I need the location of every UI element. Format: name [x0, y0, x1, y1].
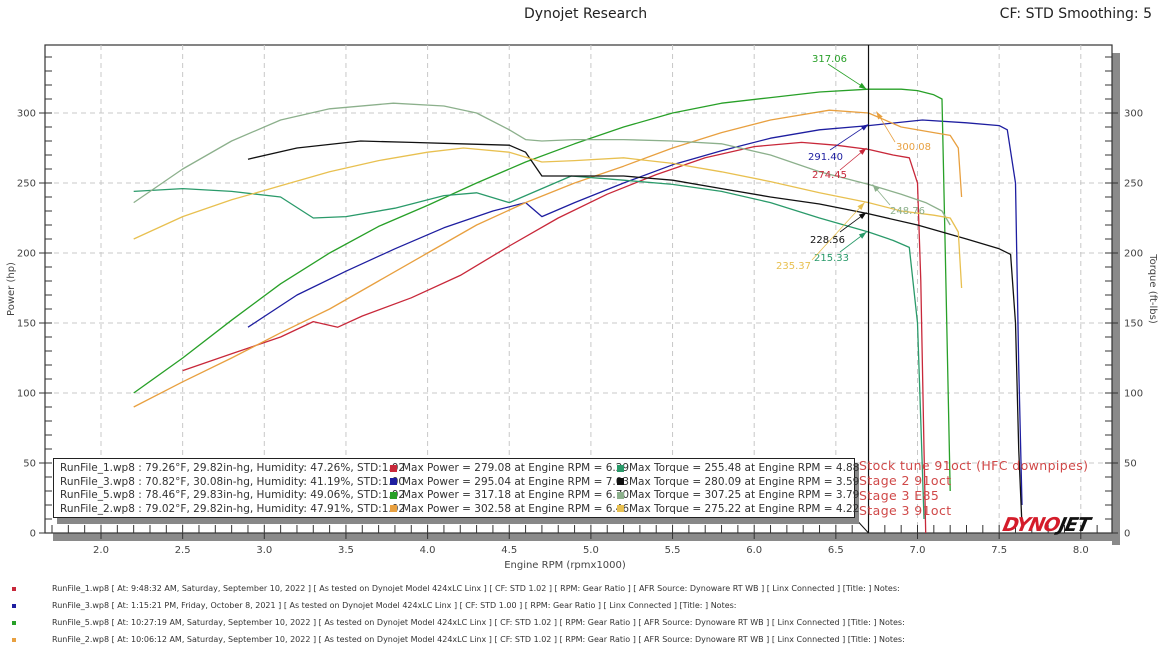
cursor-value-label: 228.56 — [810, 235, 845, 246]
y-tick-label: 250 — [17, 179, 36, 190]
legend-max-power: Max Power = 302.58 at Engine RPM = 6.46 — [390, 502, 629, 516]
y2-axis-label: Torque (ft-lbs) — [1147, 253, 1158, 324]
x-tick-label: 6.5 — [828, 545, 844, 556]
power-swatch-icon — [390, 491, 397, 499]
x-tick-label: 7.5 — [991, 545, 1007, 556]
cursor-annotations: 317.06 300.08 291.40 274.45 248.76 228.56 215.… — [776, 45, 931, 534]
power-curve — [133, 109, 963, 408]
power-swatch-icon — [390, 505, 397, 512]
torque-swatch-icon — [617, 478, 624, 485]
legend-max-torque: Max Torque = 280.09 at Engine RPM = 3.59 — [617, 475, 859, 489]
dynojet-logo: DYNOJET — [1000, 514, 1092, 536]
right-shadow — [1112, 53, 1120, 545]
y-tick-label: 200 — [17, 249, 36, 260]
y-tick-label: 50 — [23, 459, 36, 470]
power-curve — [247, 119, 1023, 506]
legend-run-info: RunFile_5.wp8 : 78.46°F, 29.83in-hg, Hum… — [60, 489, 406, 501]
run-detail-row: RunFile_2.wp8 [ At: 10:06:12 AM, Saturda… — [52, 635, 905, 644]
cursor-value-label: 235.37 — [776, 261, 811, 272]
x-tick-label: 2.5 — [175, 545, 191, 556]
data-curves — [133, 88, 1023, 534]
run-labels: Stock tune 91oct (HFC downpipes) Stage 2… — [859, 458, 1088, 518]
axes: 0 50 100 150 200 250 300 0 50 100 150 200 250 300 2.0 2… — [6, 56, 1158, 571]
plot-shadow — [44, 44, 1120, 545]
chart-title: Dynojet Research — [524, 6, 648, 22]
legend-run-info: RunFile_2.wp8 : 79.02°F, 29.82in-hg, Hum… — [60, 502, 406, 515]
x-tick-label: 2.0 — [93, 545, 109, 556]
plot-area — [44, 44, 1113, 534]
arrow-icon — [872, 184, 880, 192]
torque-swatch-icon — [617, 505, 624, 512]
arrow-icon — [876, 111, 883, 120]
run-legend: RunFile_1.wp8 : 79.26°F, 29.82in-hg, Hum… — [53, 458, 859, 518]
cursor-value-label: 317.06 — [812, 54, 847, 65]
torque-curve — [247, 140, 1023, 527]
y-tick-label: 150 — [17, 319, 36, 330]
torque-swatch-icon — [617, 464, 624, 472]
legend-max-torque: Max Torque = 275.22 at Engine RPM = 4.22 — [617, 502, 859, 516]
run-label-2: Stage 2 91oct — [859, 473, 952, 488]
y2-tick-label: 50 — [1124, 459, 1137, 470]
y2-tick-label: 100 — [1124, 389, 1143, 400]
x-tick-label: 3.5 — [338, 545, 354, 556]
cursor-value-label: 215.33 — [814, 253, 849, 264]
torque-swatch-icon — [617, 491, 624, 499]
cursor-value-label: 291.40 — [808, 152, 843, 163]
legend-max-power: Max Power = 279.08 at Engine RPM = 6.29 — [390, 461, 629, 475]
legend-max-power: Max Power = 295.04 at Engine RPM = 7.03 — [390, 475, 629, 489]
legend-run-info: RunFile_1.wp8 : 79.26°F, 29.82in-hg, Hum… — [60, 462, 406, 474]
legend-max-torque: Max Torque = 255.48 at Engine RPM = 4.88 — [617, 461, 859, 475]
y2-tick-label: 300 — [1124, 109, 1143, 120]
x-tick-label: 5.5 — [665, 545, 681, 556]
x-tick-label: 6.0 — [746, 545, 762, 556]
x-axis-label: Engine RPM (rpmx1000) — [504, 560, 626, 571]
cursor-value-label: 248.76 — [890, 206, 925, 217]
y2-tick-label: 150 — [1124, 319, 1143, 330]
y-tick-label: 0 — [30, 529, 36, 540]
y-tick-label: 100 — [17, 389, 36, 400]
y2-tick-label: 0 — [1124, 529, 1130, 540]
x-tick-label: 7.0 — [910, 545, 926, 556]
torque-curve — [133, 175, 925, 520]
power-curve — [182, 141, 927, 534]
run-detail-row: RunFile_1.wp8 [ At: 9:48:32 AM, Saturday… — [52, 584, 900, 593]
y-tick-label: 300 — [17, 109, 36, 120]
arrow-icon — [860, 124, 869, 131]
bottom-shadow — [53, 533, 1120, 541]
x-tick-label: 3.0 — [256, 545, 272, 556]
correction-factor-info: CF: STD Smoothing: 5 — [999, 6, 1152, 22]
arrow-icon — [858, 148, 867, 155]
run-color-dot-icon — [12, 587, 16, 591]
power-swatch-icon — [390, 478, 397, 485]
dyno-chart: 0 50 100 150 200 250 300 0 50 100 150 200 250 300 2.0 2… — [6, 44, 1158, 571]
torque-curve — [133, 102, 951, 226]
run-color-dot-icon — [12, 604, 16, 608]
run-detail-row: RunFile_5.wp8 [ At: 10:27:19 AM, Saturda… — [52, 618, 905, 627]
x-tick-label: 4.0 — [420, 545, 436, 556]
run-label-4: Stage 3 91oct — [859, 503, 952, 518]
arrow-icon — [857, 202, 865, 210]
run-color-dot-icon — [12, 621, 16, 625]
legend-run-info: RunFile_3.wp8 : 70.82°F, 30.08in-hg, Hum… — [60, 475, 406, 488]
x-tick-label: 8.0 — [1073, 545, 1089, 556]
torque-curve — [133, 147, 963, 289]
legend-max-torque: Max Torque = 307.25 at Engine RPM = 3.79 — [617, 488, 859, 502]
x-tick-label: 5.0 — [583, 545, 599, 556]
power-swatch-icon — [390, 464, 397, 472]
run-color-dot-icon — [12, 638, 16, 642]
y2-tick-label: 200 — [1124, 249, 1143, 260]
run-label-3: Stage 3 E85 — [859, 488, 940, 503]
y-axis-label: Power (hp) — [6, 262, 17, 316]
arrow-icon — [858, 212, 867, 220]
legend-max-power: Max Power = 317.18 at Engine RPM = 6.70 — [390, 488, 629, 502]
y2-tick-label: 250 — [1124, 179, 1143, 190]
arrow-icon — [858, 82, 867, 90]
power-curve — [133, 88, 951, 492]
run-detail-row: RunFile_3.wp8 [ At: 1:15:21 PM, Friday, … — [52, 601, 737, 610]
arrow-icon — [858, 232, 867, 239]
cursor-value-label: 274.45 — [812, 170, 847, 181]
x-tick-label: 4.5 — [501, 545, 517, 556]
cursor-value-label: 300.08 — [896, 142, 931, 153]
run-label-1: Stock tune 91oct (HFC downpipes) — [859, 458, 1089, 473]
